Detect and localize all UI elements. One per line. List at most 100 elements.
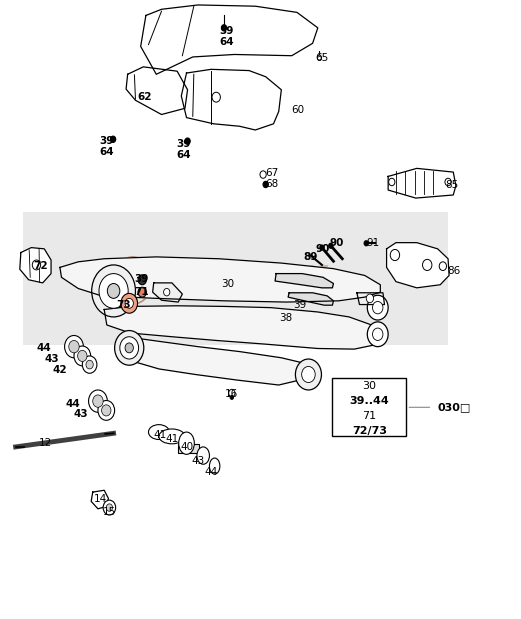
Text: 40: 40: [180, 442, 193, 452]
Circle shape: [366, 294, 374, 303]
Text: 62: 62: [138, 92, 152, 102]
Bar: [23, 212, 448, 345]
Polygon shape: [387, 243, 449, 288]
Text: 38: 38: [279, 313, 293, 322]
Text: 39: 39: [293, 300, 307, 310]
Text: MOTORCYCLE: MOTORCYCLE: [213, 265, 329, 280]
Circle shape: [138, 287, 146, 297]
Circle shape: [78, 350, 87, 361]
Circle shape: [367, 322, 388, 347]
Ellipse shape: [159, 429, 185, 444]
Polygon shape: [388, 168, 456, 198]
Circle shape: [93, 395, 103, 407]
Text: 14: 14: [93, 494, 107, 504]
Bar: [332, 378, 406, 436]
Circle shape: [125, 343, 133, 353]
Circle shape: [373, 328, 383, 340]
Text: 43: 43: [73, 409, 88, 419]
Polygon shape: [153, 283, 182, 302]
Circle shape: [367, 295, 388, 320]
Circle shape: [74, 346, 91, 366]
Circle shape: [138, 275, 146, 285]
Circle shape: [390, 249, 400, 261]
Circle shape: [92, 265, 135, 317]
Polygon shape: [357, 293, 384, 305]
Circle shape: [98, 400, 115, 420]
Circle shape: [121, 293, 138, 313]
Text: 39: 39: [100, 136, 114, 145]
Bar: [178, 444, 199, 453]
Text: 91: 91: [366, 238, 379, 248]
Polygon shape: [126, 67, 188, 115]
Text: PARTS: PARTS: [286, 284, 340, 298]
Polygon shape: [20, 248, 51, 283]
Circle shape: [212, 92, 220, 102]
Text: 65: 65: [315, 53, 329, 63]
Text: 39..44: 39..44: [350, 396, 389, 406]
Text: 30: 30: [221, 279, 235, 288]
Circle shape: [65, 335, 83, 358]
Circle shape: [69, 340, 79, 353]
Text: 72/73: 72/73: [352, 425, 387, 436]
Circle shape: [103, 500, 116, 515]
Text: 39: 39: [134, 274, 149, 284]
Circle shape: [263, 181, 268, 188]
Polygon shape: [91, 490, 108, 509]
Circle shape: [423, 259, 432, 271]
Polygon shape: [129, 337, 313, 385]
Circle shape: [445, 178, 451, 186]
Text: 90: 90: [316, 244, 330, 254]
Circle shape: [320, 245, 324, 250]
Text: 71: 71: [134, 287, 149, 297]
Circle shape: [389, 178, 395, 186]
Circle shape: [110, 136, 116, 142]
Polygon shape: [181, 69, 281, 130]
Circle shape: [302, 366, 315, 383]
Text: 44: 44: [66, 399, 80, 409]
Circle shape: [120, 337, 139, 359]
Text: 16: 16: [225, 389, 238, 399]
Polygon shape: [141, 5, 318, 74]
Circle shape: [125, 298, 133, 308]
Text: 44: 44: [37, 344, 52, 353]
Text: 30: 30: [363, 381, 376, 391]
Text: 73: 73: [117, 300, 131, 310]
Text: 64: 64: [176, 150, 191, 160]
Ellipse shape: [197, 447, 209, 464]
Text: 43: 43: [45, 354, 59, 364]
Circle shape: [86, 360, 93, 369]
Text: 15: 15: [103, 507, 116, 517]
Ellipse shape: [209, 458, 220, 474]
Circle shape: [107, 284, 120, 298]
Circle shape: [32, 260, 41, 270]
Text: 39: 39: [176, 139, 191, 149]
Circle shape: [221, 25, 227, 31]
Polygon shape: [275, 274, 333, 288]
Text: P: P: [137, 278, 144, 288]
Text: 41: 41: [154, 430, 167, 440]
Circle shape: [106, 504, 113, 511]
Text: 90: 90: [330, 238, 344, 248]
Text: 39: 39: [219, 26, 234, 36]
Text: 44: 44: [204, 467, 218, 477]
Circle shape: [102, 405, 111, 416]
Circle shape: [164, 288, 170, 296]
Text: 71: 71: [362, 411, 377, 421]
Circle shape: [82, 356, 97, 373]
Polygon shape: [104, 306, 384, 349]
Text: 64: 64: [100, 147, 114, 157]
Text: 43: 43: [192, 456, 205, 466]
Text: 68: 68: [265, 180, 278, 189]
Text: 60: 60: [291, 105, 305, 115]
Circle shape: [373, 301, 383, 314]
Circle shape: [115, 331, 144, 365]
Text: 41: 41: [165, 435, 179, 444]
Text: 67: 67: [265, 168, 278, 178]
Text: 64: 64: [219, 37, 234, 47]
Circle shape: [229, 389, 235, 397]
Circle shape: [99, 274, 128, 308]
Text: 85: 85: [445, 180, 459, 190]
Circle shape: [260, 171, 266, 178]
Ellipse shape: [148, 425, 169, 439]
Circle shape: [364, 241, 368, 246]
